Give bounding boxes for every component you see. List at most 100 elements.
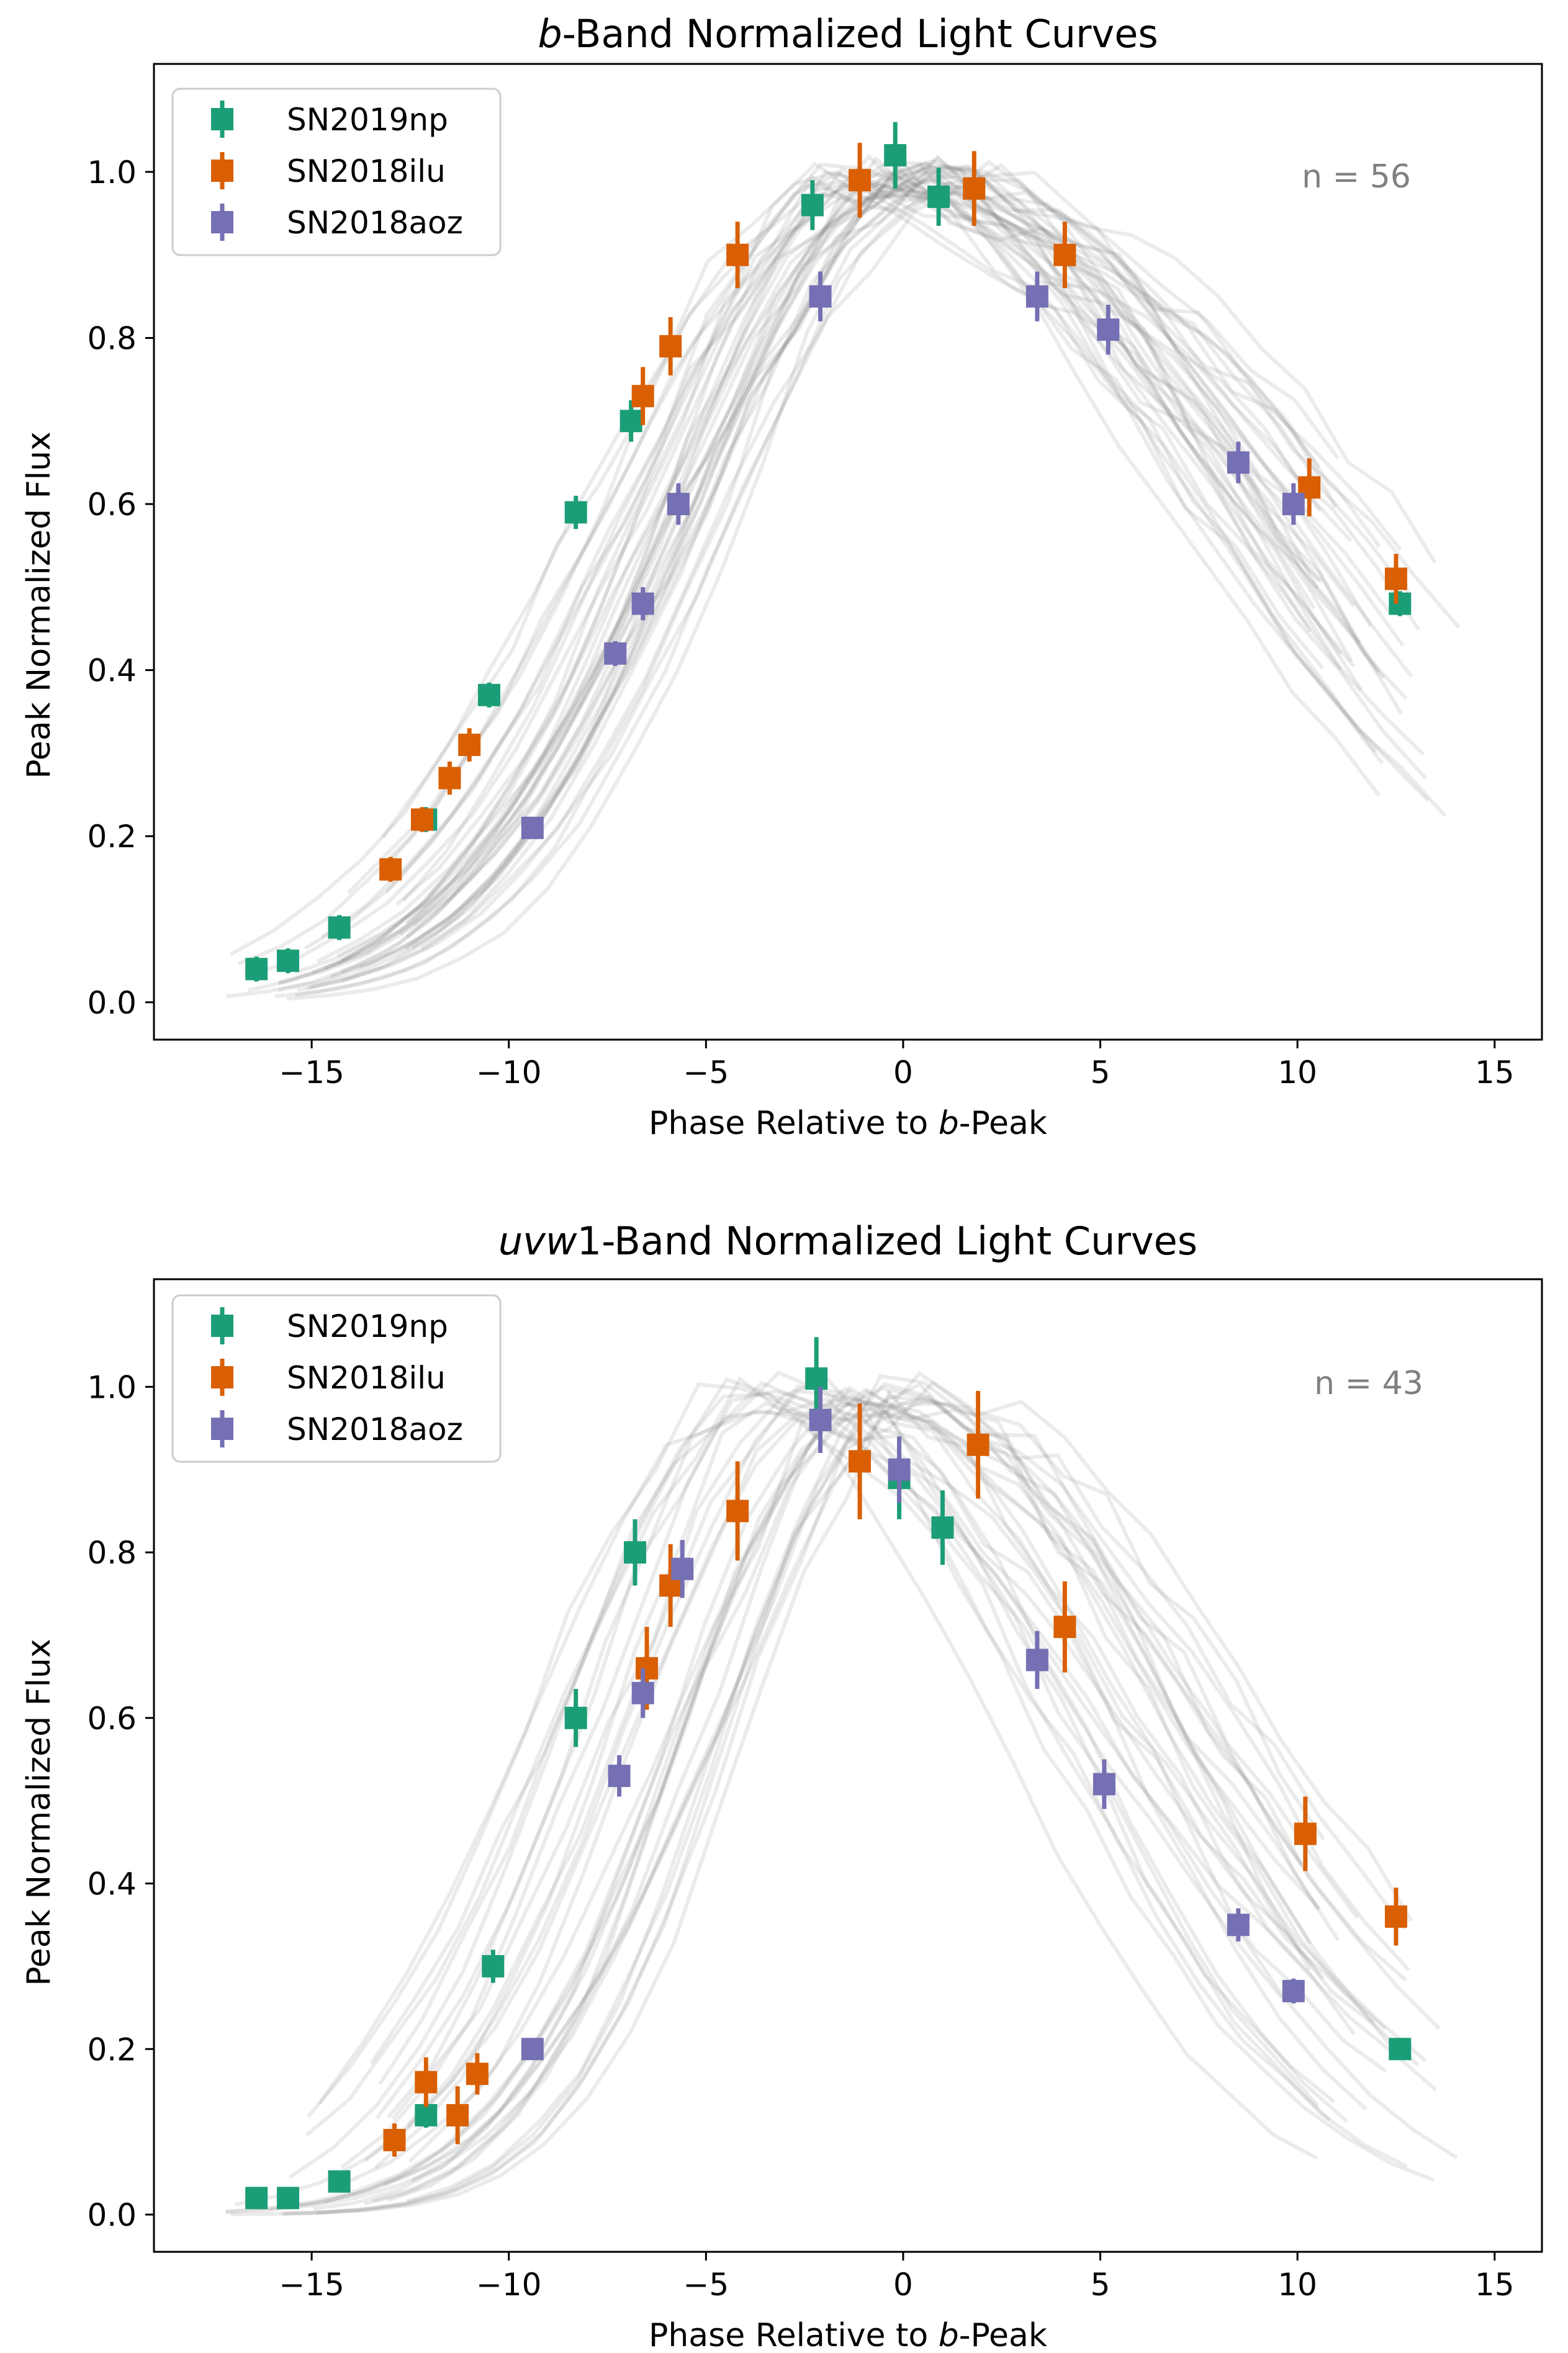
x-tick-label: 5: [1091, 2267, 1111, 2303]
data-point-sn2019np: [1389, 2038, 1412, 2061]
template-curve: [274, 191, 1361, 999]
template-curve: [281, 1395, 1411, 2216]
marker: [415, 2103, 438, 2126]
legend-entry-sn2018ilu: SN2018ilu: [211, 1359, 446, 1396]
data-point-sn2018ilu: [726, 1461, 749, 1561]
data-point-sn2018ilu: [1298, 458, 1321, 517]
y-tick-label: 0.4: [87, 1866, 137, 1902]
template-curve: [313, 1398, 1356, 2211]
template-curve: [385, 180, 1343, 893]
template-curve: [387, 1387, 1387, 2202]
marker: [1384, 567, 1407, 590]
data-point-sn2018ilu: [466, 2053, 489, 2095]
data-point-sn2018ilu: [963, 151, 986, 226]
template-curve: [375, 1409, 1420, 2120]
x-tick-label: 0: [893, 2267, 913, 2303]
legend-entry-sn2019np: SN2019np: [211, 1307, 448, 1344]
data-point-sn2019np: [805, 1337, 828, 1420]
data-point-sn2018ilu: [659, 317, 682, 376]
legend-marker: [211, 108, 233, 130]
y-tick-label: 0.4: [87, 653, 137, 689]
marker: [620, 410, 642, 433]
data-point-sn2018aoz: [671, 1540, 694, 1598]
data-points: [245, 122, 1412, 982]
data-point-sn2019np: [328, 2170, 351, 2193]
marker: [1053, 1616, 1076, 1639]
marker: [631, 592, 654, 615]
y-tick-label: 0.2: [87, 819, 137, 855]
legend: SN2019np SN2018ilu SN2018aoz: [171, 88, 502, 256]
data-point-sn2018aoz: [1227, 1908, 1250, 1941]
y-tick-label: 0.0: [87, 985, 137, 1021]
template-curve: [403, 161, 1405, 951]
template-curve: [278, 166, 1408, 985]
data-point-sn2018ilu: [415, 2057, 438, 2107]
data-point-sn2019np: [328, 915, 351, 940]
data-point-sn2019np: [620, 400, 642, 442]
legend-entry-sn2018ilu: SN2018ilu: [211, 152, 446, 189]
template-curve: [341, 163, 1385, 962]
data-point-sn2018aoz: [667, 483, 690, 525]
data-point-sn2018aoz: [1227, 441, 1250, 484]
template-curve: [330, 155, 1461, 978]
x-tick-label: 10: [1277, 1055, 1317, 1091]
x-tick-label: −5: [683, 2267, 729, 2303]
data-point-sn2018aoz: [1093, 1759, 1115, 1809]
marker: [927, 186, 950, 209]
sample-size-annotation: n = 43: [1314, 1365, 1423, 1402]
y-tick-label: 0.0: [87, 2197, 137, 2233]
marker: [809, 285, 832, 308]
legend-label: SN2018aoz: [287, 205, 463, 241]
marker: [849, 169, 872, 192]
data-point-sn2018aoz: [809, 1387, 832, 1454]
data-point-sn2018aoz: [888, 1436, 911, 1503]
template-curve: [372, 1385, 1458, 2203]
template-curve: [347, 154, 1304, 894]
data-point-sn2018ilu: [1384, 1887, 1407, 1946]
x-axis-label: Phase Relative to b-Peak: [649, 2317, 1047, 2353]
template-curve: [340, 1389, 1427, 2169]
marker: [1384, 1905, 1407, 1928]
data-point-sn2019np: [931, 1490, 954, 1565]
data-point-sn2019np: [276, 948, 299, 973]
template-curve: [277, 174, 1321, 985]
marker: [410, 808, 433, 831]
legend: SN2019np SN2018ilu SN2018aoz: [171, 1294, 502, 1463]
marker: [383, 2128, 406, 2151]
data-point-sn2018ilu: [726, 222, 749, 289]
data-point-sn2019np: [276, 2187, 299, 2210]
marker: [1282, 493, 1305, 516]
legend-marker: [211, 1315, 233, 1337]
y-tick-label: 1.0: [87, 1369, 137, 1405]
marker: [801, 194, 824, 217]
data-point-sn2018ilu: [849, 143, 872, 218]
template-curve: [307, 163, 1437, 991]
y-tick-label: 0.2: [87, 2031, 137, 2067]
marker: [726, 1500, 749, 1523]
y-tick-label: 0.6: [87, 1701, 137, 1737]
marker: [245, 958, 268, 981]
chart-panel-b-band: b-Band Normalized Light Curves −15 −10 −5 0…: [20, 11, 1543, 1142]
template-curve: [346, 1388, 1303, 2184]
data-point-sn2019np: [623, 1519, 646, 1586]
template-curve: [247, 174, 1377, 992]
template-curve: [268, 1401, 1441, 2211]
marker: [1025, 1649, 1048, 1671]
data-point-sn2018ilu: [438, 761, 461, 795]
data-point-sn2018ilu: [1053, 222, 1076, 289]
template-curve: [294, 160, 1381, 997]
legend-frame: [171, 1294, 502, 1463]
marker: [1282, 1979, 1305, 2002]
marker: [809, 1408, 832, 1431]
data-point-sn2018aoz: [608, 1755, 631, 1797]
template-curve: [230, 169, 1447, 956]
y-tick-label: 0.6: [87, 487, 137, 523]
data-point-sn2019np: [415, 2102, 438, 2128]
legend-entry-sn2019np: SN2019np: [211, 101, 448, 138]
axis-ticks: −15 −10 −5 0 5 10 15 0.0 0.2 0.4 0.6 0.8 1.0: [87, 155, 1514, 1091]
marker: [1093, 1773, 1115, 1796]
template-curve: [341, 193, 1428, 983]
axis-ticks: −15 −10 −5 0 5 10 15 0.0 0.2 0.4 0.6 0.8 1.0: [87, 1369, 1514, 2303]
template-curve: [399, 172, 1356, 936]
